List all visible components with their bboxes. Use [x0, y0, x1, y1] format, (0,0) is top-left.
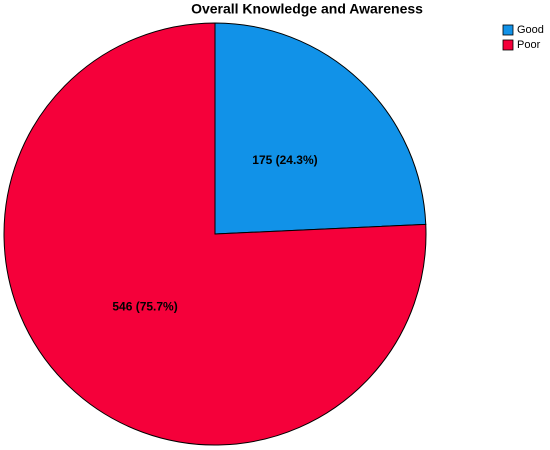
pie-slice	[3, 22, 427, 446]
legend-swatch	[502, 39, 514, 51]
chart-title: Overall Knowledge and Awareness	[191, 1, 423, 17]
value-label: 546 (75.7%)	[112, 299, 177, 313]
legend-swatch	[502, 24, 514, 36]
pie-slice	[214, 22, 427, 235]
value-label: 175 (24.3%)	[252, 153, 317, 167]
legend-label: Poor	[517, 39, 541, 51]
legend-label: Good	[517, 24, 544, 36]
